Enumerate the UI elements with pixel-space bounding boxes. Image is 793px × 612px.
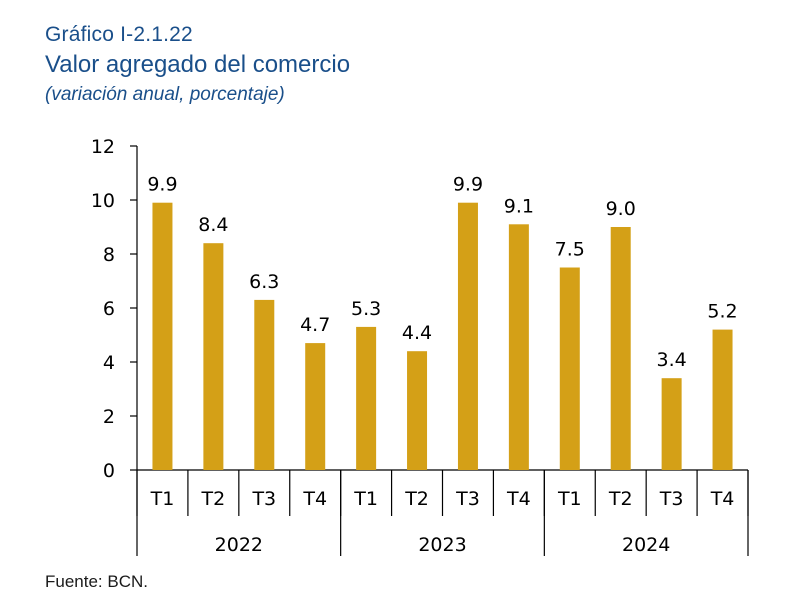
bar xyxy=(203,243,224,470)
bar-value-label: 9.0 xyxy=(606,198,636,220)
y-tick-label: 6 xyxy=(103,298,115,320)
bar xyxy=(661,378,682,470)
bar xyxy=(712,329,733,470)
y-tick-label: 0 xyxy=(103,460,115,482)
x-tick-label: T3 xyxy=(659,488,684,510)
bar-value-label: 4.7 xyxy=(300,314,330,336)
x-tick-label: T1 xyxy=(353,488,378,510)
bar-value-label: 9.9 xyxy=(453,174,483,196)
bar-value-label: 5.2 xyxy=(707,301,737,323)
year-group-label: 2022 xyxy=(215,534,263,556)
x-tick-label: T3 xyxy=(251,488,276,510)
bar-value-label: 8.4 xyxy=(198,214,228,236)
bar-value-label: 9.1 xyxy=(504,195,534,217)
bar xyxy=(356,326,377,470)
bar-value-label: 9.9 xyxy=(147,174,177,196)
chart-title: Valor agregado del comercio xyxy=(45,51,351,78)
year-group-label: 2023 xyxy=(418,534,466,556)
bar xyxy=(559,267,580,470)
source-note: Fuente: BCN. xyxy=(45,572,148,591)
bar-value-label: 3.4 xyxy=(657,349,687,371)
x-tick-label: T3 xyxy=(455,488,480,510)
x-tick-label: T2 xyxy=(608,488,633,510)
x-tick-label: T2 xyxy=(201,488,226,510)
bar xyxy=(254,299,275,470)
bar xyxy=(610,227,631,470)
bar-value-label: 6.3 xyxy=(249,271,279,293)
bar-value-label: 5.3 xyxy=(351,298,381,320)
x-tick-label: T1 xyxy=(557,488,582,510)
chart-header: Gráfico I-2.1.22 Valor agregado del come… xyxy=(45,22,350,108)
y-tick-label: 2 xyxy=(103,406,115,428)
bar xyxy=(407,351,428,470)
x-tick-label: T4 xyxy=(302,488,327,510)
x-tick-label: T4 xyxy=(710,488,735,510)
bar xyxy=(457,202,478,470)
y-tick-label: 8 xyxy=(103,244,115,266)
bar-value-label: 4.4 xyxy=(402,322,432,344)
y-tick-label: 10 xyxy=(91,190,115,212)
x-tick-label: T4 xyxy=(506,488,531,510)
bar-value-label: 7.5 xyxy=(555,239,585,261)
bar xyxy=(152,202,173,470)
chart-subtitle: (variación anual, porcentaje) xyxy=(45,84,285,105)
y-tick-label: 4 xyxy=(103,352,115,374)
year-group-label: 2024 xyxy=(622,534,670,556)
bar xyxy=(508,224,529,470)
bar xyxy=(305,343,326,470)
x-tick-label: T2 xyxy=(404,488,429,510)
y-tick-label: 12 xyxy=(91,136,115,158)
figure-number: Gráfico I-2.1.22 xyxy=(45,23,193,46)
x-tick-label: T1 xyxy=(150,488,175,510)
